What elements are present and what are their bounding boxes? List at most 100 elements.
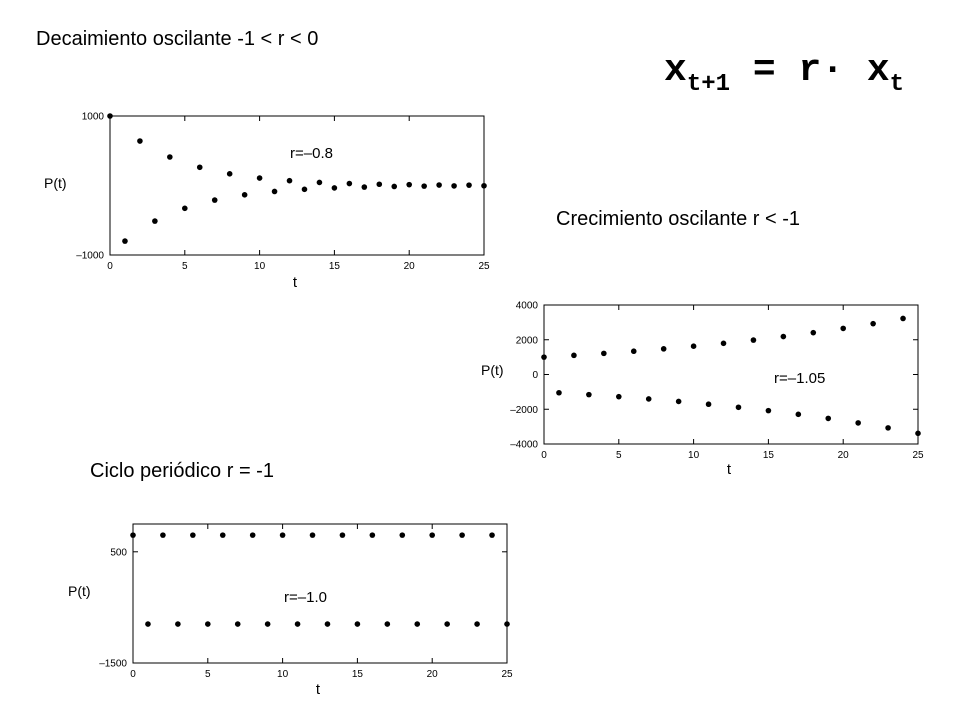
cycle-data-point	[354, 621, 361, 627]
cycle-x-axis-label: t	[316, 681, 321, 698]
growth-data-point	[601, 350, 607, 357]
growth-y-tick-label: 4000	[516, 301, 539, 312]
growth-data-point	[840, 325, 846, 332]
cycle-data-point	[504, 621, 510, 627]
decay-x-tick-label: 0	[107, 261, 113, 272]
cycle-data-point	[324, 621, 331, 627]
growth-data-point	[690, 343, 697, 349]
decay-data-point	[376, 181, 383, 188]
decay-x-tick-label: 5	[182, 261, 188, 272]
decay-data-point	[301, 186, 308, 193]
decay-x-tick-label: 25	[478, 261, 490, 272]
decay-data-point	[137, 138, 143, 144]
growth-data-point	[855, 420, 861, 426]
growth-plot-frame	[543, 304, 919, 445]
decay-data-point	[361, 184, 368, 190]
cycle-data-point	[219, 532, 226, 538]
cycle-data-point	[205, 621, 211, 627]
growth-y-axis-label: P(t)	[481, 362, 504, 378]
growth-y-tick-label: –2000	[510, 405, 538, 416]
decay-data-point	[316, 179, 323, 186]
growth-x-tick-label: 5	[616, 450, 622, 461]
cycle-data-point	[249, 532, 256, 538]
growth-x-tick-label: 10	[688, 450, 700, 461]
growth-x-tick-label: 20	[838, 450, 850, 461]
growth-heading: Crecimiento oscilante r < -1	[556, 208, 800, 230]
decay-data-point	[152, 218, 158, 224]
cycle-data-point	[444, 621, 450, 627]
cycle-y-tick-label: –1500	[99, 659, 127, 670]
cycle-data-point	[489, 532, 495, 538]
cycle-y-tick-label: 500	[110, 547, 127, 558]
growth-data-point	[571, 352, 577, 359]
growth-data-point	[541, 354, 547, 360]
cycle-plot-frame	[132, 523, 508, 664]
decay-data-point	[406, 181, 413, 188]
decay-x-tick-label: 10	[254, 261, 266, 272]
decay-chart: 0 5 10 15 20 25 1000 –1000 P(t) t r=–0.8	[44, 112, 490, 292]
growth-data-point	[885, 425, 891, 431]
growth-data-point	[616, 393, 622, 400]
decay-y-axis-label: P(t)	[44, 175, 67, 191]
cycle-data-point	[279, 532, 286, 538]
cycle-chart: 0 5 10 15 20 25 500 –1500 P(t) t r=–1.0	[68, 523, 513, 698]
cycle-data-point	[234, 621, 241, 627]
decay-x-tick-label: 20	[404, 261, 416, 272]
growth-data-point	[750, 337, 757, 343]
growth-data-point	[795, 411, 802, 418]
decay-data-point	[167, 154, 173, 160]
cycle-data-point	[130, 532, 136, 538]
decay-data-point	[391, 183, 398, 190]
cycle-data-point	[190, 532, 196, 538]
growth-y-tick-label: 0	[532, 370, 538, 381]
formula-lhs: x	[664, 49, 687, 92]
decay-data-point	[481, 182, 487, 189]
growth-data-point	[645, 396, 652, 402]
growth-data-point	[810, 329, 817, 336]
cycle-x-tick-label: 10	[277, 669, 289, 680]
decay-heading: Decaimiento oscilante -1 < r < 0	[36, 28, 319, 50]
cycle-data-point	[175, 621, 181, 627]
cycle-data-point	[459, 532, 465, 538]
growth-data-point	[780, 333, 787, 340]
growth-x-tick-label: 0	[541, 450, 547, 461]
cycle-x-tick-label: 0	[130, 669, 136, 680]
decay-x-axis-label: t	[293, 274, 298, 291]
decay-data-point	[451, 183, 457, 189]
decay-r-annotation: r=–0.8	[290, 145, 333, 162]
decay-y-tick-label: 1000	[82, 112, 105, 123]
cycle-data-point	[145, 621, 151, 627]
cycle-x-tick-label: 15	[352, 669, 364, 680]
cycle-data-point	[160, 532, 166, 538]
decay-data-point	[211, 197, 218, 203]
cycle-y-axis-label: P(t)	[68, 583, 91, 599]
formula-middle: = r· x	[730, 49, 890, 92]
cycle-data-point	[429, 532, 436, 538]
decay-y-tick-label: –1000	[76, 251, 104, 262]
growth-data-point	[586, 391, 592, 398]
growth-x-tick-label: 25	[912, 450, 924, 461]
formula-lhs-subscript: t+1	[686, 71, 731, 98]
cycle-x-tick-label: 20	[427, 669, 439, 680]
decay-data-point	[226, 171, 233, 177]
growth-data-point	[900, 315, 906, 322]
decay-data-point	[346, 180, 353, 187]
decay-data-point	[122, 238, 128, 244]
growth-chart: 0 5 10 15 20 25 4000 2000 0 –2000 –4000 P(t) t r=–1.0…	[481, 301, 924, 479]
cycle-heading: Ciclo periódico r = -1	[90, 460, 274, 482]
cycle-data-point	[339, 532, 346, 538]
growth-r-annotation: r=–1.05	[774, 370, 825, 387]
growth-data-point	[765, 407, 772, 414]
decay-data-point	[286, 177, 293, 184]
decay-data-point	[331, 185, 338, 191]
formula-rhs-subscript: t	[889, 71, 905, 98]
decay-data-point	[256, 175, 263, 181]
growth-data-point	[675, 398, 682, 405]
growth-data-point	[870, 320, 876, 327]
growth-data-point	[705, 401, 712, 408]
growth-data-point	[556, 389, 562, 396]
cycle-data-point	[414, 621, 421, 627]
cycle-x-tick-label: 25	[501, 669, 513, 680]
decay-data-point	[271, 188, 278, 195]
